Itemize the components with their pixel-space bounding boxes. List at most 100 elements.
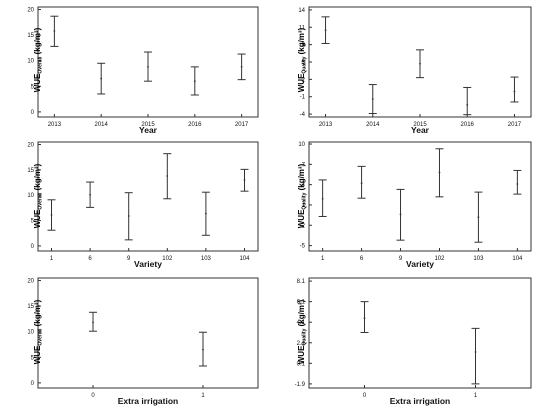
x-tick-label: 1 xyxy=(50,256,54,262)
x-tick-label: 104 xyxy=(239,256,250,262)
y-tick-label: 20 xyxy=(27,143,34,149)
x-tick-label: 102 xyxy=(434,256,445,262)
y-axis-title: WUEQuality (kg/m³) xyxy=(297,299,308,364)
y-tick-label: 11 xyxy=(299,25,306,31)
mean-point xyxy=(100,77,103,80)
y-axis-title-main: WUE xyxy=(297,345,306,364)
mean-point xyxy=(166,175,169,177)
y-tick-label: 15 xyxy=(27,168,34,174)
x-tick-label: 103 xyxy=(201,256,212,262)
y-axis-title: WUEOverall (kg/m³) xyxy=(33,27,44,92)
mean-point xyxy=(204,212,207,215)
x-tick-label: 2016 xyxy=(461,122,475,128)
panel-quality-by-variety: -5 -2 1 4 7 10 1 6 9 102 103 104 Variety WUEQuality (… xyxy=(297,141,532,269)
y-axis-title-unit: (kg/m³) xyxy=(33,299,42,328)
y-tick-label: -2 xyxy=(300,223,306,229)
y-tick-label: 8 xyxy=(302,43,306,49)
y-tick-label: 15 xyxy=(27,304,34,310)
plot-frame xyxy=(308,141,532,252)
y-axis-title-subscript: Overall xyxy=(38,328,44,346)
x-tick-label: 2013 xyxy=(319,122,333,128)
y-axis-title: WUEQuality (kg/m³) xyxy=(297,27,308,92)
y-tick-label: -1 xyxy=(300,95,306,101)
mean-point xyxy=(53,30,56,32)
x-tick-label: 1 xyxy=(321,256,325,262)
y-axis-title-main: WUE xyxy=(297,73,306,92)
x-tick-label: 102 xyxy=(162,256,173,262)
y-tick-label: 15 xyxy=(27,33,34,39)
y-tick-label: -4 xyxy=(300,112,306,118)
y-axis-title-subscript: Overall xyxy=(38,56,44,74)
mean-point xyxy=(360,182,363,185)
y-axis-title-subscript: Overall xyxy=(38,192,44,210)
y-axis-title-main: WUE xyxy=(33,209,42,228)
y-tick-label: 2 xyxy=(302,77,306,83)
y-tick-label: 5 xyxy=(302,60,306,66)
x-tick-label: 1 xyxy=(474,393,478,399)
y-axis-title-unit: (kg/m³) xyxy=(297,27,306,56)
y-axis-title-unit: (kg/m³) xyxy=(33,163,42,192)
y-tick-label: 20 xyxy=(27,8,34,14)
x-tick-label: 2014 xyxy=(366,122,380,128)
x-tick-label: 0 xyxy=(363,393,367,399)
y-tick-label: 14 xyxy=(298,8,305,14)
x-tick-label: 2014 xyxy=(95,122,109,128)
y-tick-label: 0 xyxy=(31,110,35,116)
y-axis-title: WUEOverall (kg/m³) xyxy=(33,163,44,228)
y-tick-label: 10 xyxy=(27,193,34,199)
mean-point xyxy=(363,317,366,319)
y-axis-title-subscript: Quality xyxy=(302,56,308,73)
y-tick-label: -5 xyxy=(300,244,306,250)
x-tick-label: 9 xyxy=(399,256,403,262)
plot-frame xyxy=(37,141,259,252)
x-tick-label: 1 xyxy=(201,393,205,399)
panel-overall-by-irrigation: 0 5 10 15 20 0 1 Extra irrigation WUEOverall (kg… xyxy=(27,277,259,406)
x-tick-label: 2013 xyxy=(48,122,62,128)
x-axis-title: Year xyxy=(411,125,430,135)
x-tick-label: 2015 xyxy=(141,122,155,128)
mean-point xyxy=(243,179,246,181)
mean-point xyxy=(89,193,92,196)
y-axis-title-main: WUE xyxy=(33,73,42,92)
mean-point xyxy=(466,103,469,106)
mean-point xyxy=(324,29,327,32)
mean-point xyxy=(399,213,402,216)
y-tick-label: 5 xyxy=(31,84,35,90)
y-tick-label: 6.1 xyxy=(297,300,306,306)
y-axis-title: WUEQuality (kg/m³) xyxy=(297,163,308,228)
y-tick-label: -1.9 xyxy=(295,382,306,388)
x-tick-label: 103 xyxy=(473,256,484,262)
x-tick-label: 2015 xyxy=(413,122,427,128)
panel-overall-by-year: 0 5 10 15 20 2013 2014 2015 2016 2017 Year WUEOvera… xyxy=(27,6,259,135)
y-axis-title-main: WUE xyxy=(297,209,306,228)
x-axis-title: Variety xyxy=(406,259,434,269)
y-axis-title-subscript: Quality xyxy=(302,192,308,209)
y-tick-label: 5 xyxy=(31,219,35,225)
x-tick-label: 0 xyxy=(91,393,95,399)
x-axis-title: Extra irrigation xyxy=(118,396,178,406)
y-tick-label: 10 xyxy=(298,142,305,148)
mean-point xyxy=(127,215,130,217)
plot-frame xyxy=(308,277,532,389)
x-tick-label: 6 xyxy=(360,256,364,262)
panel-quality-by-irrigation: -1.9 0.1 2.1 4.1 6.1 8.1 0 1 Extra irrigation WUE… xyxy=(295,277,532,406)
y-tick-label: 20 xyxy=(27,279,34,285)
mean-point xyxy=(147,65,149,68)
panel-quality-by-year: -4 -1 2 5 8 11 14 2013 2014 2015 2016 2017 Year WUEQu… xyxy=(297,6,532,135)
y-tick-label: 8.1 xyxy=(297,279,306,285)
x-axis-title: Variety xyxy=(134,259,162,269)
y-tick-label: 1 xyxy=(302,203,306,209)
y-axis-title-subscript: Quality xyxy=(302,328,308,345)
mean-point xyxy=(371,98,374,100)
mean-point xyxy=(202,348,204,351)
y-tick-label: 0 xyxy=(31,244,35,250)
mean-point xyxy=(477,216,480,219)
y-tick-label: 5 xyxy=(31,355,35,361)
mean-point xyxy=(513,90,516,93)
mean-point xyxy=(193,80,196,83)
panel-overall-by-variety: 0 5 10 15 20 1 6 9 102 103 104 Variety WUEOverall (k… xyxy=(27,141,259,269)
y-tick-label: 10 xyxy=(27,330,34,336)
mean-point xyxy=(321,197,324,200)
mean-point xyxy=(516,183,519,185)
x-tick-label: 9 xyxy=(127,256,131,262)
